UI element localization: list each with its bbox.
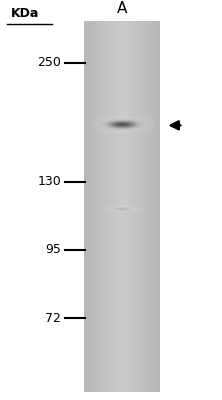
Text: 95: 95 bbox=[45, 244, 61, 256]
Text: 130: 130 bbox=[37, 175, 61, 188]
Text: KDa: KDa bbox=[11, 7, 40, 20]
Text: A: A bbox=[117, 1, 127, 16]
Text: 250: 250 bbox=[37, 56, 61, 70]
Text: 72: 72 bbox=[45, 312, 61, 325]
